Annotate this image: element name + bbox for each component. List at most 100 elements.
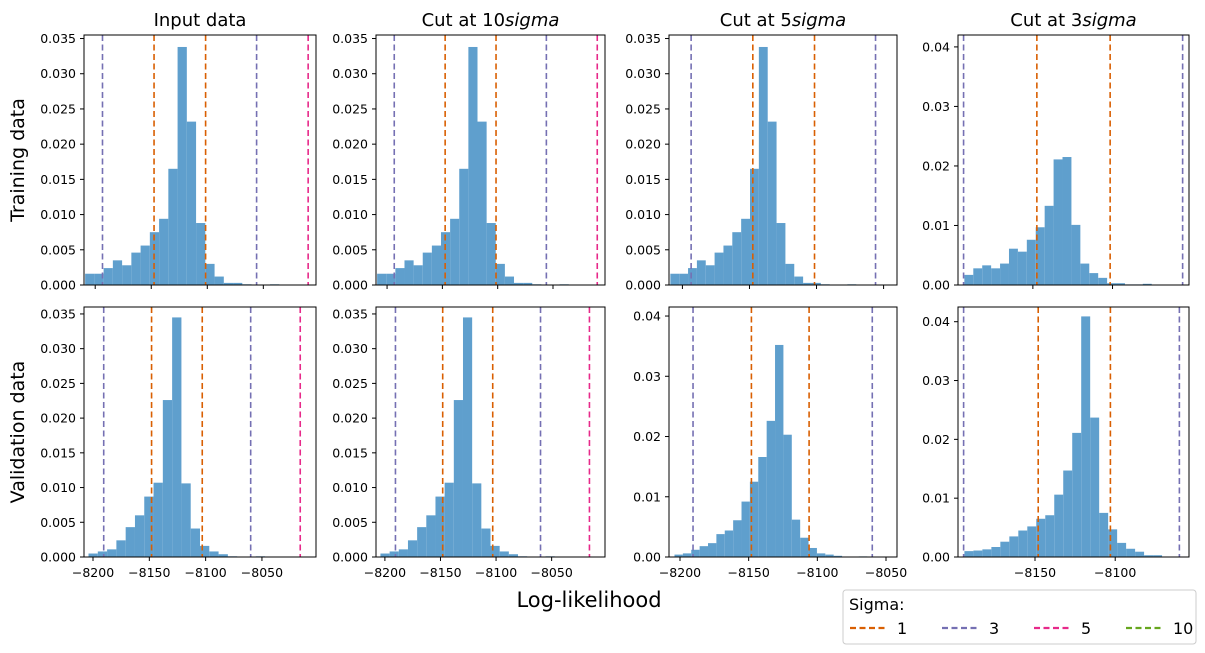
histogram-bar — [444, 482, 454, 557]
histogram-bar — [1090, 417, 1100, 557]
histogram-bar — [1116, 283, 1125, 285]
y-tick-label: 0.03 — [922, 99, 950, 114]
y-tick-label: 0.010 — [332, 480, 368, 495]
x-tick-label: −8100 — [475, 565, 517, 580]
histogram-bar — [468, 46, 478, 285]
histogram-bar — [825, 554, 834, 557]
y-tick-label: 0.02 — [633, 429, 661, 444]
histogram-bar — [389, 551, 399, 557]
histogram-bar — [1142, 283, 1152, 285]
histogram-bar — [724, 530, 734, 557]
y-tick-label: 0.000 — [625, 278, 661, 293]
histogram-bar — [514, 282, 524, 285]
y-tick-label: 0.010 — [40, 480, 76, 495]
histogram-bar — [1017, 251, 1027, 285]
y-tick-label: 0.035 — [40, 306, 76, 321]
histogram-bar — [404, 260, 414, 285]
histogram-bar — [477, 121, 487, 285]
histogram-bar — [833, 555, 843, 557]
histogram-bar — [422, 252, 432, 285]
legend-entry-sigma-3: 3 — [942, 619, 999, 638]
x-tick-label: −8150 — [1014, 565, 1056, 580]
y-tick-label: 0.015 — [332, 445, 368, 460]
y-tick-label: 0.000 — [332, 550, 368, 565]
histogram-bar — [426, 515, 436, 557]
histogram-bar — [186, 121, 197, 285]
histogram-bar — [398, 549, 408, 557]
histogram-bar — [131, 252, 141, 285]
legend-entry-sigma-1: 1 — [850, 619, 907, 638]
row-label-training: Training data — [7, 98, 29, 223]
histogram-bar — [205, 263, 215, 285]
histogram-bar — [691, 549, 700, 557]
y-tick-label: 0.015 — [40, 172, 76, 187]
histogram-bar — [190, 528, 200, 557]
histogram-bar — [177, 46, 187, 285]
column-title-3: Cut at 5sigma — [720, 10, 846, 31]
y-tick-label: 0.025 — [40, 376, 76, 391]
plot-area — [85, 35, 309, 285]
histogram-bar — [97, 551, 108, 557]
y-tick-label: 0.02 — [922, 158, 950, 173]
y-tick-label: 0.005 — [332, 515, 368, 530]
legend-entry-sigma-5: 5 — [1034, 619, 1091, 638]
y-tick-label: 0.01 — [633, 489, 661, 504]
legend-label: 5 — [1081, 619, 1091, 638]
x-axis-label: Log-likelihood — [516, 588, 661, 612]
histogram-bar — [112, 260, 123, 285]
x-tick-label: −8200 — [364, 565, 406, 580]
histogram-bar — [472, 483, 482, 557]
histogram-bar — [504, 276, 515, 285]
histogram-bar — [741, 218, 751, 285]
x-tick-label: −8050 — [241, 565, 283, 580]
histogram-bar — [785, 263, 795, 285]
histogram-bar — [758, 457, 767, 557]
y-tick-label: 0.020 — [40, 137, 76, 152]
x-tick-label: −8100 — [184, 565, 226, 580]
histogram-bar — [750, 168, 759, 285]
histogram-bar — [749, 481, 759, 557]
y-tick-label: 0.035 — [332, 306, 368, 321]
histogram-bar — [386, 273, 396, 285]
histogram-bar — [811, 282, 821, 285]
histogram-bar — [1027, 526, 1037, 557]
histogram-bar — [168, 168, 178, 285]
histogram-bar — [1071, 224, 1081, 285]
y-tick-label: 0.005 — [625, 242, 661, 257]
histogram-bar — [1000, 541, 1010, 557]
histogram-bar — [1062, 157, 1072, 285]
histogram-bar — [85, 273, 95, 285]
histogram-bar — [407, 540, 418, 557]
y-tick-label: 0.02 — [922, 432, 950, 447]
histogram-bar — [181, 483, 191, 557]
y-tick-label: 0.035 — [625, 31, 661, 46]
histogram-bar — [696, 260, 706, 285]
y-tick-label: 0.020 — [625, 137, 661, 152]
histogram-panel-1-1: 0.000 0.005 0.010 0.015 0.020 0.025 0.030 0.035 — [40, 31, 317, 293]
y-tick-label: 0.000 — [40, 278, 76, 293]
histogram-bar — [1009, 536, 1019, 557]
histogram-bar — [413, 265, 423, 285]
axes-frame — [83, 34, 317, 286]
y-tick-label: 0.010 — [332, 207, 368, 222]
histogram-bar — [233, 282, 243, 285]
histogram-bar — [964, 274, 974, 285]
histogram-bar — [431, 245, 441, 285]
x-tick-label: −8100 — [1094, 565, 1136, 580]
histogram-bar — [1117, 542, 1127, 557]
histogram-bar — [172, 317, 182, 557]
histogram-bar — [1035, 227, 1045, 285]
histogram-bar — [800, 537, 809, 557]
y-tick-label: 0.010 — [40, 207, 76, 222]
histogram-bar — [200, 545, 210, 557]
histogram-bar — [723, 245, 733, 285]
axes-frame — [375, 34, 606, 286]
histogram-bar — [776, 223, 786, 285]
y-tick-label: 0.010 — [625, 207, 661, 222]
y-tick-label: 0.030 — [40, 341, 76, 356]
histogram-bar — [499, 551, 509, 557]
y-tick-label: 0.04 — [633, 309, 661, 324]
y-tick-label: 0.030 — [332, 341, 368, 356]
histogram-bar — [450, 218, 460, 285]
x-tick-label: −8150 — [728, 565, 770, 580]
